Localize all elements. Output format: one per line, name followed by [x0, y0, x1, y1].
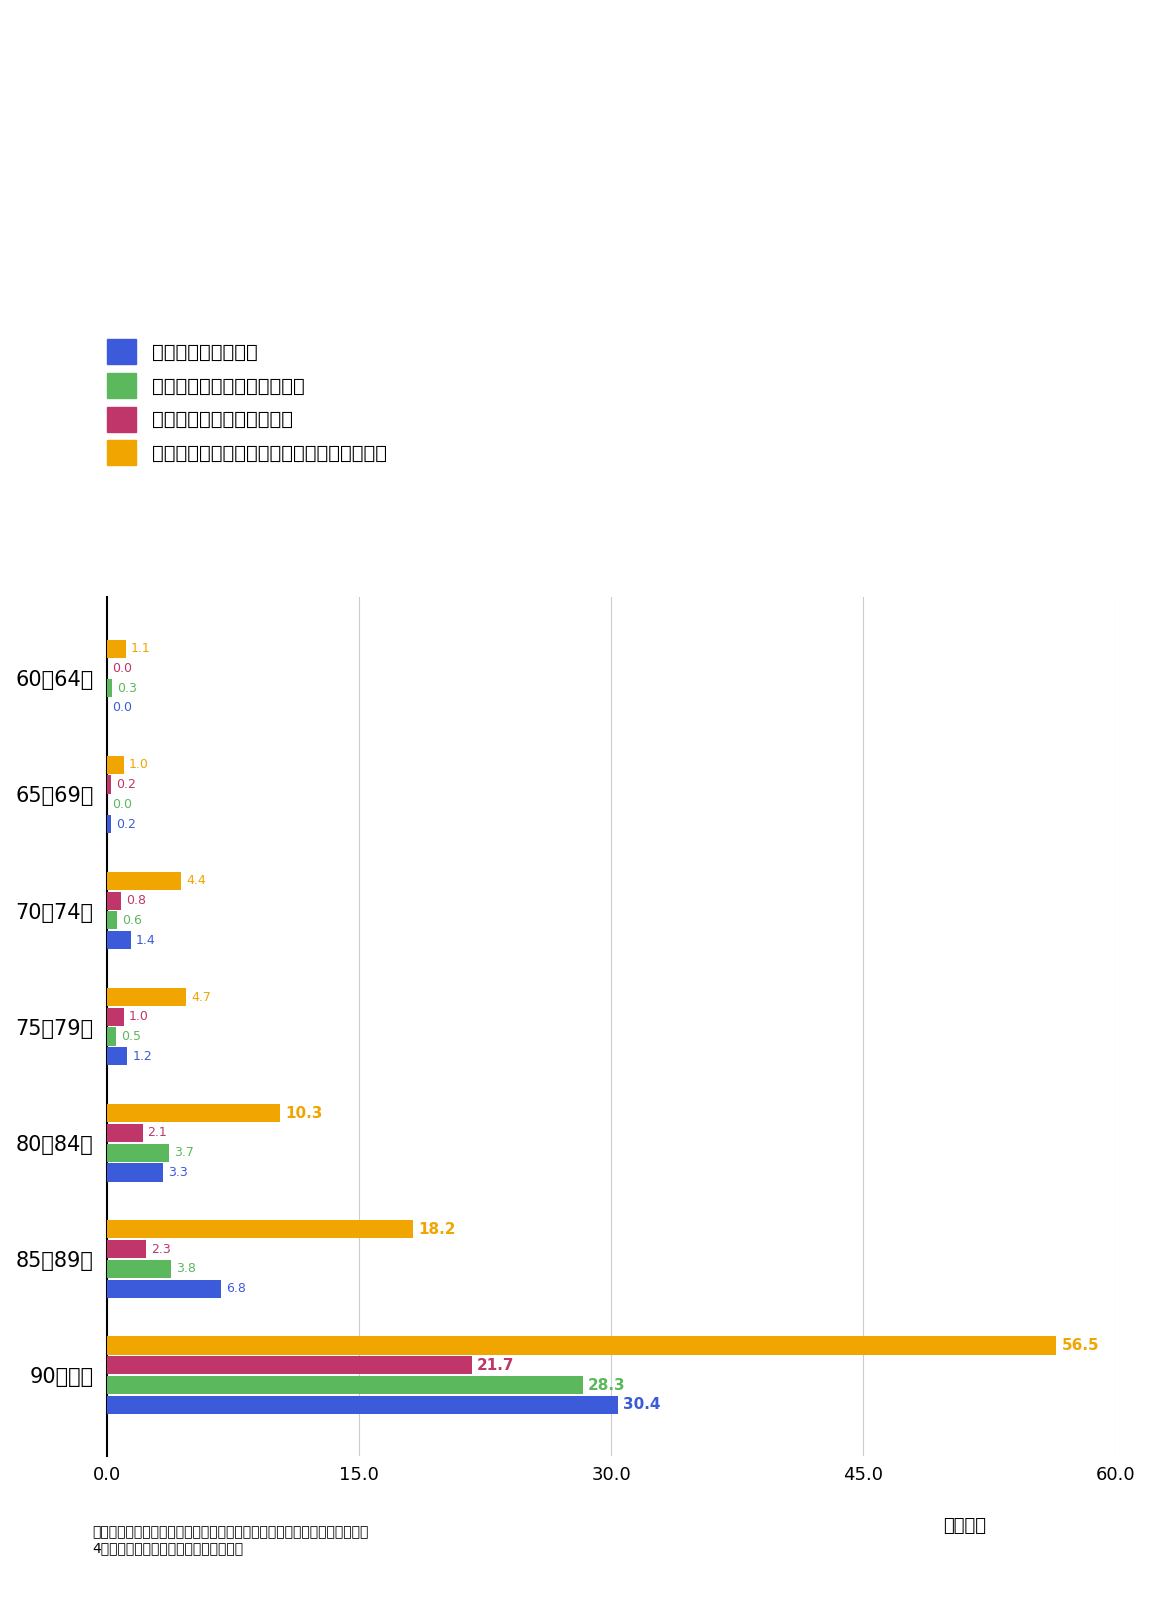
- Bar: [107, 1027, 116, 1046]
- Text: 1.4: 1.4: [136, 933, 155, 946]
- Text: 0.3: 0.3: [117, 682, 137, 695]
- Text: 1.0: 1.0: [129, 758, 150, 771]
- Bar: [107, 932, 131, 949]
- Text: 1.1: 1.1: [131, 642, 151, 654]
- Bar: [107, 1336, 1057, 1354]
- Text: 0.0: 0.0: [113, 701, 132, 714]
- Text: 56.5: 56.5: [1061, 1338, 1099, 1352]
- Bar: [107, 1008, 124, 1025]
- Bar: [107, 1280, 222, 1298]
- Text: 0.0: 0.0: [113, 798, 132, 811]
- Text: 6.8: 6.8: [227, 1282, 246, 1294]
- Bar: [107, 679, 113, 698]
- Bar: [107, 1143, 169, 1162]
- Text: 生命保険文化センター『ライフマネジメントに関する高齢者の意識調査』
4頁より横浜ベスト遺品整理社が作成。: 生命保険文化センター『ライフマネジメントに関する高齢者の意識調査』 4頁より横浜…: [92, 1525, 368, 1556]
- Text: 1.0: 1.0: [129, 1011, 150, 1024]
- Bar: [107, 1124, 143, 1141]
- Bar: [107, 756, 124, 774]
- Bar: [107, 1259, 171, 1278]
- Text: 0.2: 0.2: [116, 817, 136, 830]
- Text: 2.3: 2.3: [151, 1243, 170, 1256]
- Text: 0.8: 0.8: [125, 895, 146, 908]
- Bar: [107, 1048, 128, 1066]
- Text: 0.0: 0.0: [113, 663, 132, 675]
- Bar: [107, 1104, 281, 1122]
- Text: 0.5: 0.5: [121, 1030, 140, 1043]
- Bar: [107, 816, 110, 833]
- Bar: [107, 1220, 413, 1238]
- Text: 2.1: 2.1: [147, 1127, 168, 1140]
- Text: 28.3: 28.3: [588, 1378, 626, 1393]
- Legend: お湯をわかせますか, 一人で電話をかけられますか, 一人で薬を服用できますか, 銀行預金・郵便貯金の出し入れができますか: お湯をわかせますか, 一人で電話をかけられますか, 一人で薬を服用できますか, …: [107, 339, 388, 466]
- Text: 0.2: 0.2: [116, 779, 136, 791]
- Text: 4.4: 4.4: [186, 874, 206, 888]
- Text: 3.8: 3.8: [176, 1262, 196, 1275]
- Bar: [107, 988, 186, 1006]
- Text: 4.7: 4.7: [191, 990, 212, 1004]
- Text: 30.4: 30.4: [623, 1398, 660, 1412]
- Text: 21.7: 21.7: [477, 1357, 514, 1373]
- Text: 0.6: 0.6: [122, 914, 143, 927]
- Text: 10.3: 10.3: [285, 1106, 323, 1120]
- Bar: [107, 911, 117, 930]
- Text: 1.2: 1.2: [132, 1049, 152, 1062]
- Bar: [107, 1240, 146, 1259]
- Bar: [107, 1164, 162, 1182]
- Bar: [107, 872, 182, 890]
- Text: 単位：％: 単位：％: [943, 1517, 986, 1535]
- Text: 3.7: 3.7: [175, 1146, 194, 1159]
- Bar: [107, 640, 125, 658]
- Bar: [107, 1396, 618, 1414]
- Bar: [107, 1356, 471, 1375]
- Text: 3.3: 3.3: [168, 1165, 187, 1178]
- Bar: [107, 775, 110, 793]
- Text: 18.2: 18.2: [419, 1222, 455, 1236]
- Bar: [107, 891, 121, 909]
- Bar: [107, 1377, 583, 1394]
